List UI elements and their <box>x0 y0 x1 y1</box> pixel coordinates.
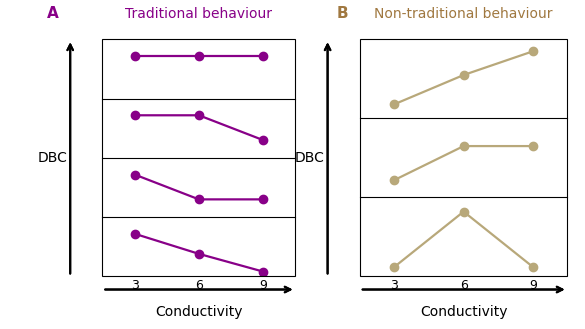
Text: Non-traditional behaviour: Non-traditional behaviour <box>374 7 553 21</box>
Text: Conductivity: Conductivity <box>155 305 243 319</box>
Text: DBC: DBC <box>295 151 325 165</box>
Text: DBC: DBC <box>37 151 68 165</box>
Text: Traditional behaviour: Traditional behaviour <box>125 7 273 21</box>
Text: A: A <box>47 6 59 21</box>
Text: Conductivity: Conductivity <box>420 305 507 319</box>
Text: B: B <box>336 6 348 21</box>
